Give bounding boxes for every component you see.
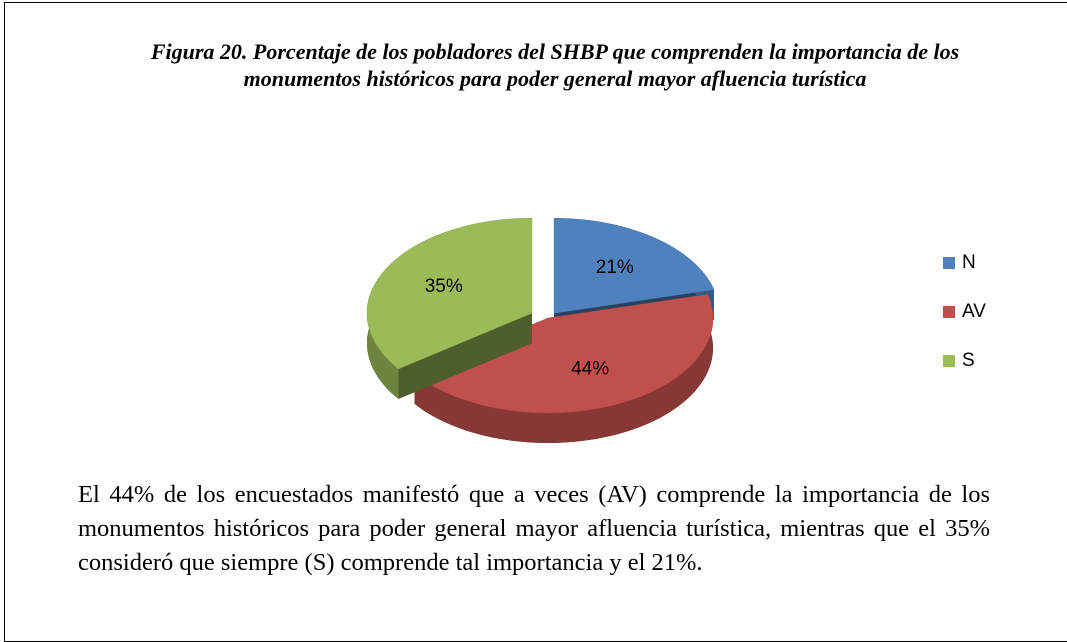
slice-top	[366, 217, 533, 370]
slice-cut-face	[398, 313, 532, 399]
legend-swatch	[943, 306, 955, 318]
legend-label: AV	[962, 301, 986, 322]
data-label: 44%	[571, 359, 609, 380]
chart-title: Figura 20. Porcentaje de los pobladores …	[150, 39, 960, 91]
legend-swatch	[943, 355, 955, 367]
legend-label: N	[962, 252, 976, 273]
data-label: 35%	[425, 276, 463, 297]
slice-top	[553, 218, 715, 314]
legend-swatch	[943, 257, 955, 269]
slice-top	[414, 294, 714, 414]
description: El 44% de los encuestados manifestó que …	[78, 481, 990, 576]
pie-slice	[366, 217, 533, 399]
pie-slice	[414, 294, 714, 443]
legend-label: S	[962, 350, 975, 371]
data-label: 21%	[596, 257, 634, 278]
slice-side	[414, 294, 713, 443]
